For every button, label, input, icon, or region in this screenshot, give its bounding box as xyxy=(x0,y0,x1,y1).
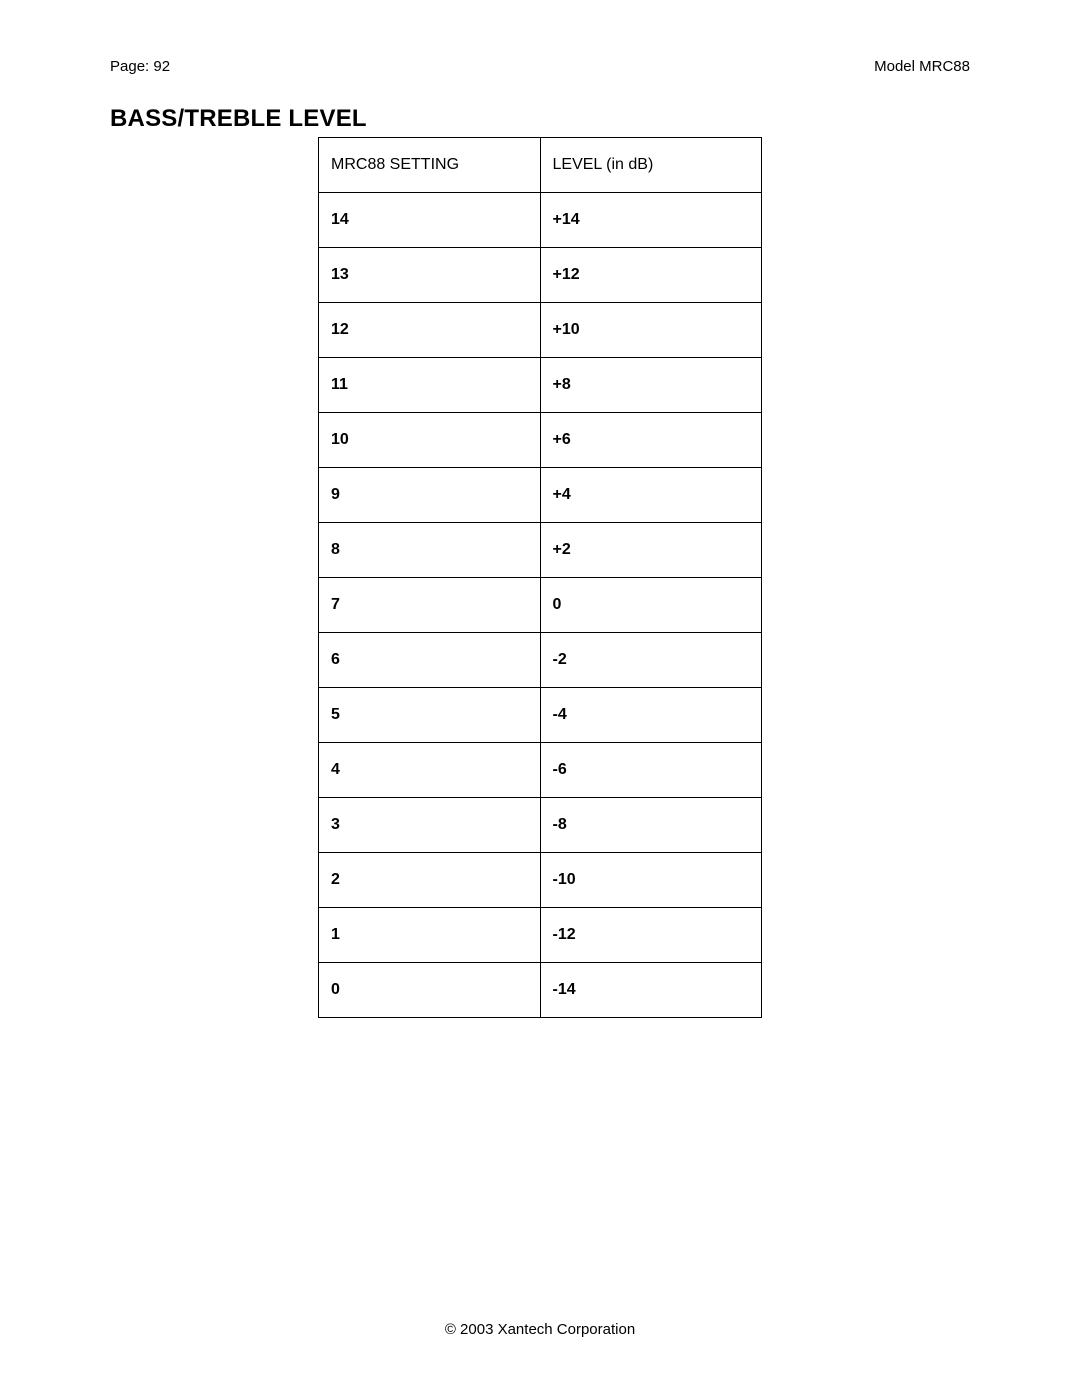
table-row: 4-6 xyxy=(319,743,762,798)
table-row: 0-14 xyxy=(319,963,762,1018)
page-header: Page: 92 Model MRC88 xyxy=(110,58,970,75)
col-header-setting: MRC88 SETTING xyxy=(319,138,541,193)
table-row: 10+6 xyxy=(319,413,762,468)
model-label: Model MRC88 xyxy=(874,58,970,75)
cell-setting: 1 xyxy=(319,908,541,963)
table-row: 14+14 xyxy=(319,193,762,248)
cell-level: -8 xyxy=(540,798,762,853)
cell-level: +12 xyxy=(540,248,762,303)
table-row: 8+2 xyxy=(319,523,762,578)
cell-setting: 13 xyxy=(319,248,541,303)
cell-level: -6 xyxy=(540,743,762,798)
cell-setting: 7 xyxy=(319,578,541,633)
table-row: 2-10 xyxy=(319,853,762,908)
cell-setting: 0 xyxy=(319,963,541,1018)
table-wrap: MRC88 SETTING LEVEL (in dB) 14+14 13+12 … xyxy=(110,137,970,1018)
table-row: 12+10 xyxy=(319,303,762,358)
col-header-level: LEVEL (in dB) xyxy=(540,138,762,193)
table-row: 6-2 xyxy=(319,633,762,688)
cell-level: +2 xyxy=(540,523,762,578)
cell-setting: 6 xyxy=(319,633,541,688)
page: Page: 92 Model MRC88 BASS/TREBLE LEVEL M… xyxy=(0,0,1080,1380)
table-row: 9+4 xyxy=(319,468,762,523)
cell-setting: 4 xyxy=(319,743,541,798)
page-footer: © 2003 Xantech Corporation xyxy=(0,1321,1080,1338)
cell-level: -2 xyxy=(540,633,762,688)
cell-level: -4 xyxy=(540,688,762,743)
cell-setting: 8 xyxy=(319,523,541,578)
table-header-row: MRC88 SETTING LEVEL (in dB) xyxy=(319,138,762,193)
table-body: 14+14 13+12 12+10 11+8 10+6 9+4 8+2 70 6… xyxy=(319,193,762,1018)
cell-level: +6 xyxy=(540,413,762,468)
cell-level: +4 xyxy=(540,468,762,523)
cell-level: -12 xyxy=(540,908,762,963)
table-row: 13+12 xyxy=(319,248,762,303)
cell-level: +8 xyxy=(540,358,762,413)
cell-setting: 3 xyxy=(319,798,541,853)
section-title: BASS/TREBLE LEVEL xyxy=(110,105,970,133)
cell-setting: 5 xyxy=(319,688,541,743)
cell-level: -10 xyxy=(540,853,762,908)
page-number: Page: 92 xyxy=(110,58,170,75)
cell-level: -14 xyxy=(540,963,762,1018)
table-row: 3-8 xyxy=(319,798,762,853)
table-row: 1-12 xyxy=(319,908,762,963)
cell-setting: 10 xyxy=(319,413,541,468)
cell-setting: 11 xyxy=(319,358,541,413)
table-row: 70 xyxy=(319,578,762,633)
cell-level: +14 xyxy=(540,193,762,248)
cell-setting: 9 xyxy=(319,468,541,523)
table-row: 11+8 xyxy=(319,358,762,413)
bass-treble-table: MRC88 SETTING LEVEL (in dB) 14+14 13+12 … xyxy=(318,137,762,1018)
table-row: 5-4 xyxy=(319,688,762,743)
cell-level: 0 xyxy=(540,578,762,633)
cell-setting: 12 xyxy=(319,303,541,358)
cell-level: +10 xyxy=(540,303,762,358)
cell-setting: 2 xyxy=(319,853,541,908)
cell-setting: 14 xyxy=(319,193,541,248)
